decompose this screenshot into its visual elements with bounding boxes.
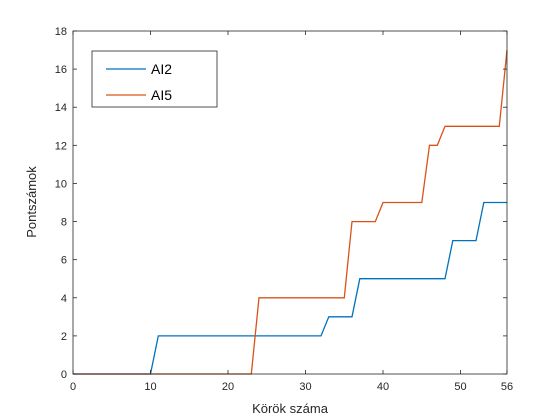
legend: AI2 AI5 <box>91 50 218 108</box>
y-tick-label: 6 <box>61 255 67 267</box>
axes-layer <box>72 30 508 375</box>
axes-box <box>72 30 508 375</box>
series-line-ai5 <box>73 50 508 375</box>
series-line-ai2 <box>73 201 507 375</box>
y-tick-label: 8 <box>61 217 67 229</box>
x-tick-label: 10 <box>144 381 156 393</box>
y-tick-label: 2 <box>61 331 67 343</box>
y-tick-label: 18 <box>55 26 67 38</box>
y-tick-label: 10 <box>55 178 67 190</box>
y-tick-label: 4 <box>61 293 67 305</box>
legend-label-ai2: AI2 <box>151 61 172 77</box>
x-axis-label: Körök száma <box>252 401 329 416</box>
x-tick-label: 30 <box>299 381 311 393</box>
legend-box <box>91 50 218 108</box>
y-axis-label: Pontszámok <box>24 166 39 238</box>
y-tick-label: 14 <box>55 102 67 114</box>
x-tick-label: 50 <box>454 381 466 393</box>
legend-label-ai5: AI5 <box>151 87 172 103</box>
x-tick-label: 40 <box>377 381 389 393</box>
x-axis-ticks: 0 10 20 30 40 50 56 <box>70 31 513 393</box>
x-tick-label: 20 <box>222 381 234 393</box>
legend-items: AI2 AI5 <box>106 61 172 103</box>
x-tick-label: 56 <box>501 381 513 393</box>
y-tick-label: 16 <box>55 64 67 76</box>
x-tick-label: 0 <box>70 381 76 393</box>
y-tick-label: 12 <box>55 140 67 152</box>
y-axis-ticks: 0 2 4 6 8 10 12 14 16 18 <box>55 26 507 381</box>
y-tick-label: 0 <box>61 369 67 381</box>
series-layer <box>73 50 508 375</box>
